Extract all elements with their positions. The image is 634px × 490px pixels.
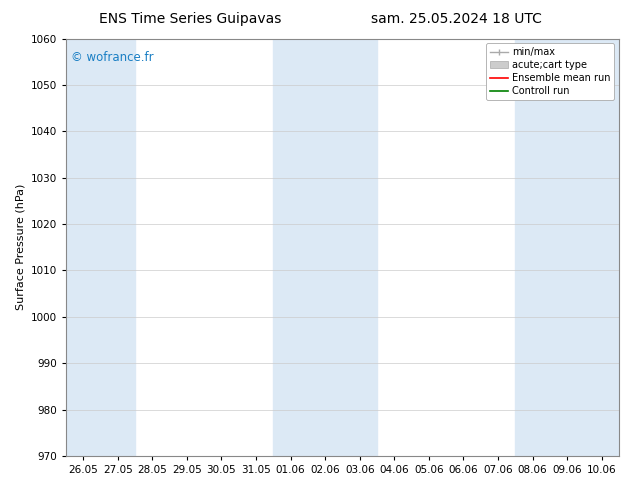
- Y-axis label: Surface Pressure (hPa): Surface Pressure (hPa): [15, 184, 25, 311]
- Text: sam. 25.05.2024 18 UTC: sam. 25.05.2024 18 UTC: [371, 12, 542, 26]
- Bar: [515, 39, 619, 456]
- Legend: min/max, acute;cart type, Ensemble mean run, Controll run: min/max, acute;cart type, Ensemble mean …: [486, 44, 614, 100]
- Bar: [273, 39, 377, 456]
- Text: © wofrance.fr: © wofrance.fr: [72, 51, 154, 64]
- Bar: [66, 39, 135, 456]
- Text: ENS Time Series Guipavas: ENS Time Series Guipavas: [99, 12, 281, 26]
